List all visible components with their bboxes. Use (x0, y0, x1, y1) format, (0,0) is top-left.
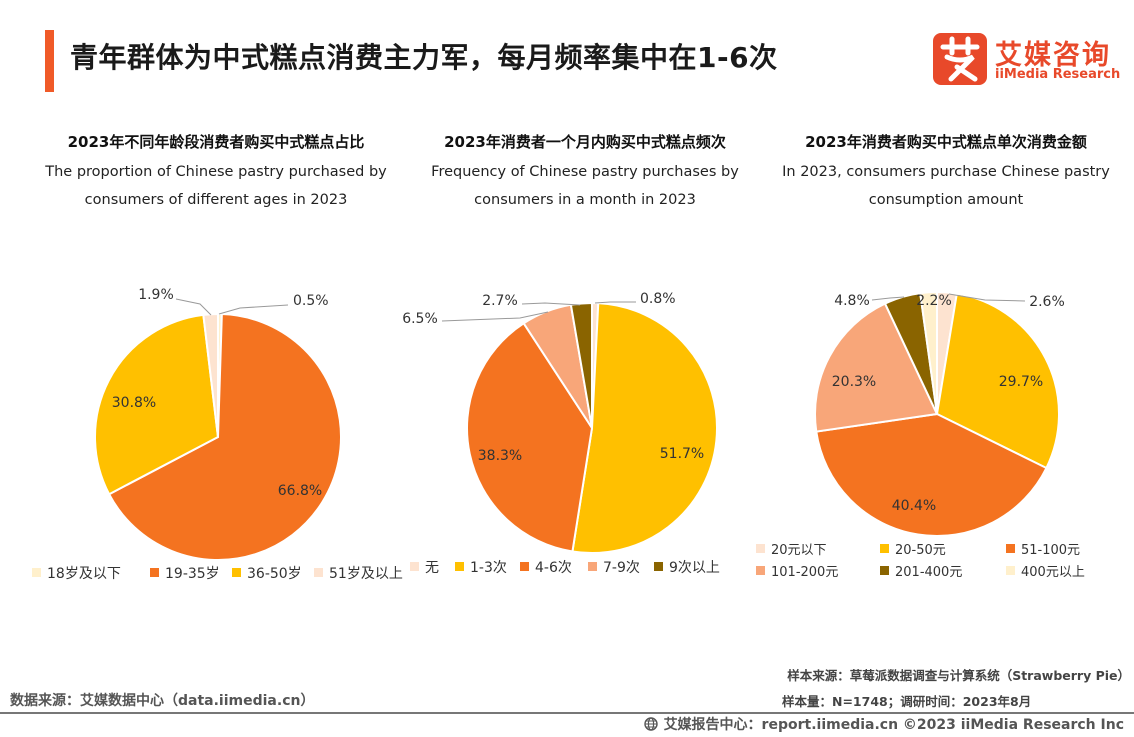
pie-3-data-label-1: 2.6% (1029, 294, 1065, 310)
pie-1-leader-4 (175, 298, 212, 316)
legend-swatch (756, 544, 765, 553)
pie-2-data-label-1: 0.8% (640, 291, 676, 307)
legend-item: 101-200元 (756, 561, 838, 580)
logo-text-cn: 艾媒咨询 (995, 40, 1111, 71)
legend-label: 201-400元 (895, 565, 963, 580)
pie-2-data-label-5: 2.7% (482, 293, 518, 309)
pie-2-leader-4 (441, 311, 549, 322)
legend-swatch (410, 562, 419, 571)
legend-label: 51岁及以上 (329, 566, 403, 582)
legend-label: 20元以下 (771, 543, 827, 558)
legend-item: 无 (410, 557, 439, 577)
legend-label: 无 (425, 560, 439, 576)
legend-label: 20-50元 (895, 543, 946, 558)
pie-1-data-label-4: 1.9% (138, 287, 174, 303)
pie-1: 0.5% 66.8% 30.8% 1.9% (94, 287, 342, 561)
title-accent-bar (45, 30, 54, 92)
page-title: 青年群体为中式糕点消费主力军，每月频率集中在1-6次 (70, 41, 778, 74)
legend-label: 51-100元 (1021, 543, 1081, 558)
legend-swatch (314, 568, 323, 577)
pie-3-slice-4 (814, 302, 939, 433)
legend-label: 101-200元 (771, 565, 839, 580)
pie-1-slice-3 (94, 313, 220, 496)
pie-1-leader-1 (218, 304, 289, 315)
logo-mark-icon (933, 33, 987, 85)
chart-2-subtitle: Frequency of Chinese pastry purchases by… (431, 164, 739, 208)
chart-3-subtitle: In 2023, consumers purchase Chinese past… (782, 164, 1110, 208)
pie-2-data-label-2: 51.7% (660, 446, 704, 462)
legend-swatch (520, 562, 529, 571)
legend-item: 7-9次 (588, 557, 640, 577)
pie-1-data-label-3: 30.8% (112, 395, 156, 411)
globe-icon (643, 717, 658, 731)
chart-1-subtitle: The proportion of Chinese pastry purchas… (45, 164, 387, 208)
pie-1-data-label-1: 0.5% (293, 293, 329, 309)
sample-source: 样本来源：草莓派数据调查与计算系统（Strawberry Pie） (787, 668, 1130, 683)
pie-3-slice-2 (935, 292, 1060, 470)
legend-item: 400元以上 (1006, 561, 1085, 580)
legend-swatch (588, 562, 597, 571)
legend-label: 19-35岁 (165, 566, 220, 582)
legend-item: 1-3次 (455, 557, 507, 577)
pie-1-data-label-2: 66.8% (278, 483, 322, 499)
pie-3-leader-1 (948, 293, 1026, 302)
pie-1-slice-2 (107, 313, 342, 561)
legend-item: 51岁及以上 (314, 563, 403, 583)
legend-swatch (880, 544, 889, 553)
pie-2-slice-2 (571, 302, 718, 554)
legend-swatch (756, 566, 765, 575)
sample-size: 样本量：N=1748；调研时间：2023年8月 (782, 694, 1032, 709)
legend-swatch (1006, 566, 1015, 575)
pie-2-leader-1 (594, 301, 636, 304)
chart-3-title: 2023年消费者购买中式糕点单次消费金额 (805, 133, 1087, 151)
legend-swatch (232, 568, 241, 577)
legend-label: 400元以上 (1021, 565, 1085, 580)
pie-2-data-label-3: 38.3% (478, 448, 522, 464)
logo-text-en: iiMedia Research (995, 67, 1121, 82)
chart-2-title: 2023年消费者一个月内购买中式糕点频次 (444, 133, 726, 151)
legend-item: 20-50元 (880, 539, 946, 558)
legend-label: 36-50岁 (247, 566, 302, 582)
pie-3: 2.6% 29.7% 40.4% 20.3% 4.8% 2.2% (814, 290, 1065, 537)
pie-3-data-label-6: 2.2% (916, 293, 952, 309)
legend-item: 9次以上 (654, 557, 720, 577)
legend-label: 7-9次 (603, 560, 640, 576)
pie-2: 0.8% 51.7% 38.3% 6.5% 2.7% (402, 291, 718, 554)
legend-label: 1-3次 (470, 560, 507, 576)
legend-swatch (32, 568, 41, 577)
legend-item: 19-35岁 (150, 563, 220, 583)
pie-2-leader-5 (521, 302, 581, 306)
footer-copyright: 艾媒报告中心：report.iimedia.cn ©2023 iiMedia R… (643, 714, 1124, 734)
legend-item: 201-400元 (880, 561, 962, 580)
legend-swatch (1006, 544, 1015, 553)
footer-divider (0, 712, 1134, 714)
copyright-text: 艾媒报告中心：report.iimedia.cn ©2023 iiMedia R… (663, 717, 1124, 733)
legend-label: 9次以上 (669, 560, 720, 576)
legend-label: 4-6次 (535, 560, 572, 576)
legend-swatch (880, 566, 889, 575)
legend-item: 36-50岁 (232, 563, 302, 583)
pie-3-slice-6 (919, 290, 938, 415)
legend-item: 4-6次 (520, 557, 572, 577)
legend-swatch (150, 568, 159, 577)
pie-3-slice-3 (815, 412, 1048, 537)
data-source: 数据来源：艾媒数据中心（data.iimedia.cn） (10, 693, 315, 709)
pie-3-data-label-2: 29.7% (999, 374, 1043, 390)
pie-2-data-label-4: 6.5% (402, 311, 438, 327)
legend-item: 20元以下 (756, 539, 827, 558)
brand-logo: 艾媒咨询 iiMedia Research (933, 33, 1133, 89)
chart-1-title: 2023年不同年龄段消费者购买中式糕点占比 (67, 133, 365, 151)
pie-3-leader-5 (871, 296, 905, 301)
pie-3-data-label-3: 40.4% (892, 498, 936, 514)
legend-label: 18岁及以下 (47, 566, 121, 582)
pie-3-data-label-5: 4.8% (834, 293, 870, 309)
legend-item: 18岁及以下 (32, 563, 121, 583)
legend-item: 51-100元 (1006, 539, 1080, 558)
legend-swatch (654, 562, 663, 571)
pie-3-data-label-4: 20.3% (832, 374, 876, 390)
legend-swatch (455, 562, 464, 571)
